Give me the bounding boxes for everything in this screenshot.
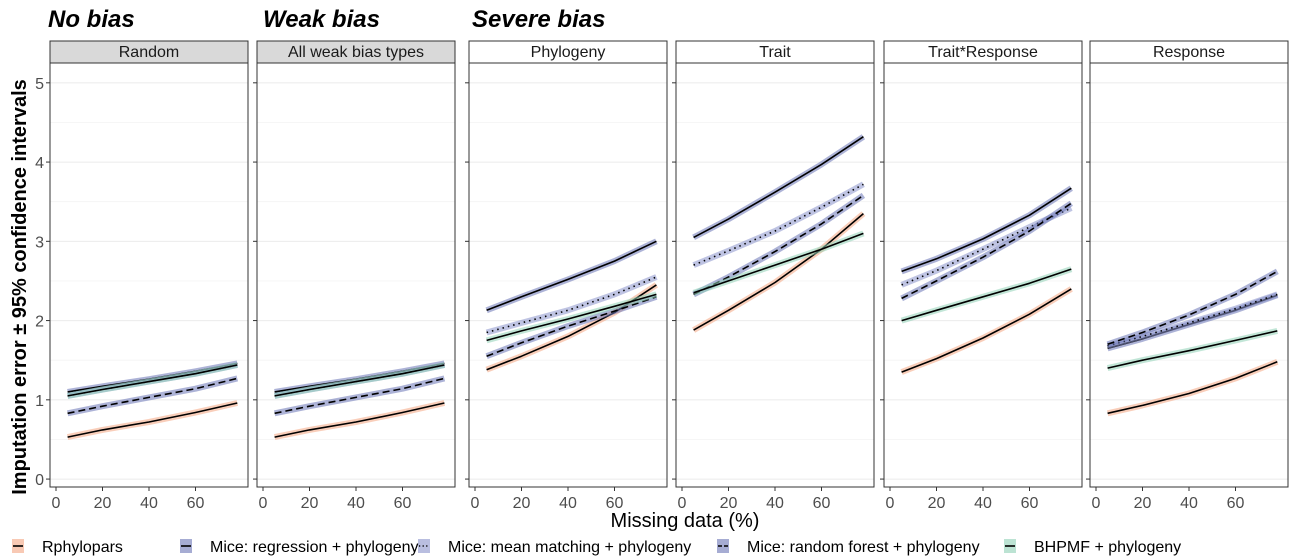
strip-label: All weak bias types [288,44,424,61]
panel-trait: Trait 0 20 40 60 [672,40,875,512]
series-line-rphylopars [1107,361,1278,415]
strip-label: Random [119,44,179,61]
group-title-weak-bias: Weak bias [263,6,380,33]
y-tick-label: 3 [35,234,44,251]
panel-response: Response 0 20 40 60 [1086,40,1289,512]
y-tick-label: 1 [35,393,44,410]
legend: Rphylopars Mice: regression + phylogeny Mi… [12,539,1181,556]
series-line-mice-random-forest-phylogeny [901,202,1072,300]
series-line-bhpmf-phylogeny [693,232,864,294]
x-axis-title: Missing data (%) [611,510,760,532]
x-tick-label: 20 [928,495,946,512]
strip-label: Trait*Response [928,44,1038,61]
panel-border [1089,62,1289,488]
x-tick-label: 20 [94,495,112,512]
series-line-rphylopars [693,212,864,331]
x-tick-label: 20 [720,495,738,512]
legend-label: Rphylopars [42,539,123,556]
x-tick-label: 0 [886,495,895,512]
series-line-rphylopars [901,288,1072,373]
strip-label: Trait [759,44,791,61]
panel-border [675,62,875,488]
group-title-no-bias: No bias [48,6,135,33]
legend-label: Mice: random forest + phylogeny [747,539,980,556]
x-tick-label: 60 [394,495,412,512]
series-line-bhpmf-phylogeny [901,268,1072,322]
series-line-bhpmf-phylogeny [486,293,657,342]
series-line-bhpmf-phylogeny [1107,330,1278,369]
series-line-mice-mean-matching-phylogeny [901,207,1072,286]
panel-random: Random 0 20 40 60 0 1 2 3 4 5 [35,40,249,512]
series-line-mice-regression-phylogeny [486,240,657,312]
x-tick-label: 20 [1134,495,1152,512]
legend-item-rphylopars: Rphylopars [12,539,123,556]
x-tick-label: 40 [559,495,577,512]
legend-label: Mice: mean matching + phylogeny [448,539,691,556]
strip-label: Response [1153,44,1225,61]
y-tick-label: 0 [35,472,44,489]
y-tick-label: 4 [35,155,44,172]
ci-ribbon-mice-regression-phylogeny [692,134,866,241]
series-line-mice-random-forest-phylogeny [486,296,657,357]
ci-ribbon-rphylopars [1106,359,1279,417]
panel-border [468,62,668,488]
x-tick-label: 0 [1092,495,1101,512]
ci-ribbon-rphylopars [900,286,1073,375]
legend-item-mice-random-forest-phylogeny: Mice: random forest + phylogeny [717,539,980,556]
x-tick-label: 40 [1180,495,1198,512]
x-tick-label: 60 [606,495,624,512]
x-tick-label: 60 [813,495,831,512]
series-line-mice-regression-phylogeny [693,136,864,239]
group-title-severe-bias: Severe bias [472,6,605,33]
x-tick-label: 0 [471,495,480,512]
panel-trait-response: Trait*Response 0 20 40 60 [880,40,1083,512]
x-tick-label: 20 [513,495,531,512]
x-tick-label: 60 [1227,495,1245,512]
series-line-bhpmf-phylogeny [274,364,445,397]
x-tick-label: 60 [187,495,205,512]
x-tick-label: 0 [52,495,61,512]
x-tick-label: 0 [259,495,268,512]
series-line-bhpmf-phylogeny [67,364,238,397]
legend-item-mice-mean-matching-phylogeny: Mice: mean matching + phylogeny [418,539,691,556]
strip-label: Phylogeny [531,44,606,61]
series-line-rphylopars [67,402,238,438]
series-line-mice-random-forest-phylogeny [274,377,445,415]
x-tick-label: 40 [766,495,784,512]
x-tick-label: 40 [347,495,365,512]
panel-all-weak-bias-types: All weak bias types 0 20 40 60 [253,40,456,512]
legend-item-mice-regression-phylogeny: Mice: regression + phylogeny [180,539,419,556]
y-axis-title: Imputation error ± 95% confidence interv… [9,79,31,495]
series-line-mice-random-forest-phylogeny [67,377,238,415]
panel-phylogeny: Phylogeny 0 20 40 60 [465,40,668,512]
x-tick-label: 20 [301,495,319,512]
y-tick-label: 5 [35,76,44,93]
legend-label: BHPMF + phylogeny [1034,539,1181,556]
series-line-mice-mean-matching-phylogeny [486,276,657,334]
facet-panels: Random 0 20 40 60 0 1 2 3 4 5 All weak bias types 0 2… [35,40,1289,512]
legend-key-fill [717,539,729,553]
legend-label: Mice: regression + phylogeny [210,539,419,556]
series-line-mice-mean-matching-phylogeny [693,183,864,266]
y-tick-label: 2 [35,314,44,331]
ci-ribbon-mice-random-forest-phylogeny [1106,268,1279,348]
series-line-mice-regression-phylogeny [901,187,1072,273]
legend-item-bhpmf-phylogeny: BHPMF + phylogeny [1004,539,1181,556]
x-tick-label: 40 [140,495,158,512]
series-line-mice-random-forest-phylogeny [1107,270,1278,346]
series-line-rphylopars [274,402,445,438]
x-tick-label: 40 [974,495,992,512]
legend-key-fill [418,539,430,553]
ci-ribbon-mice-regression-phylogeny [900,185,1073,275]
x-tick-label: 60 [1021,495,1039,512]
x-tick-label: 0 [678,495,687,512]
